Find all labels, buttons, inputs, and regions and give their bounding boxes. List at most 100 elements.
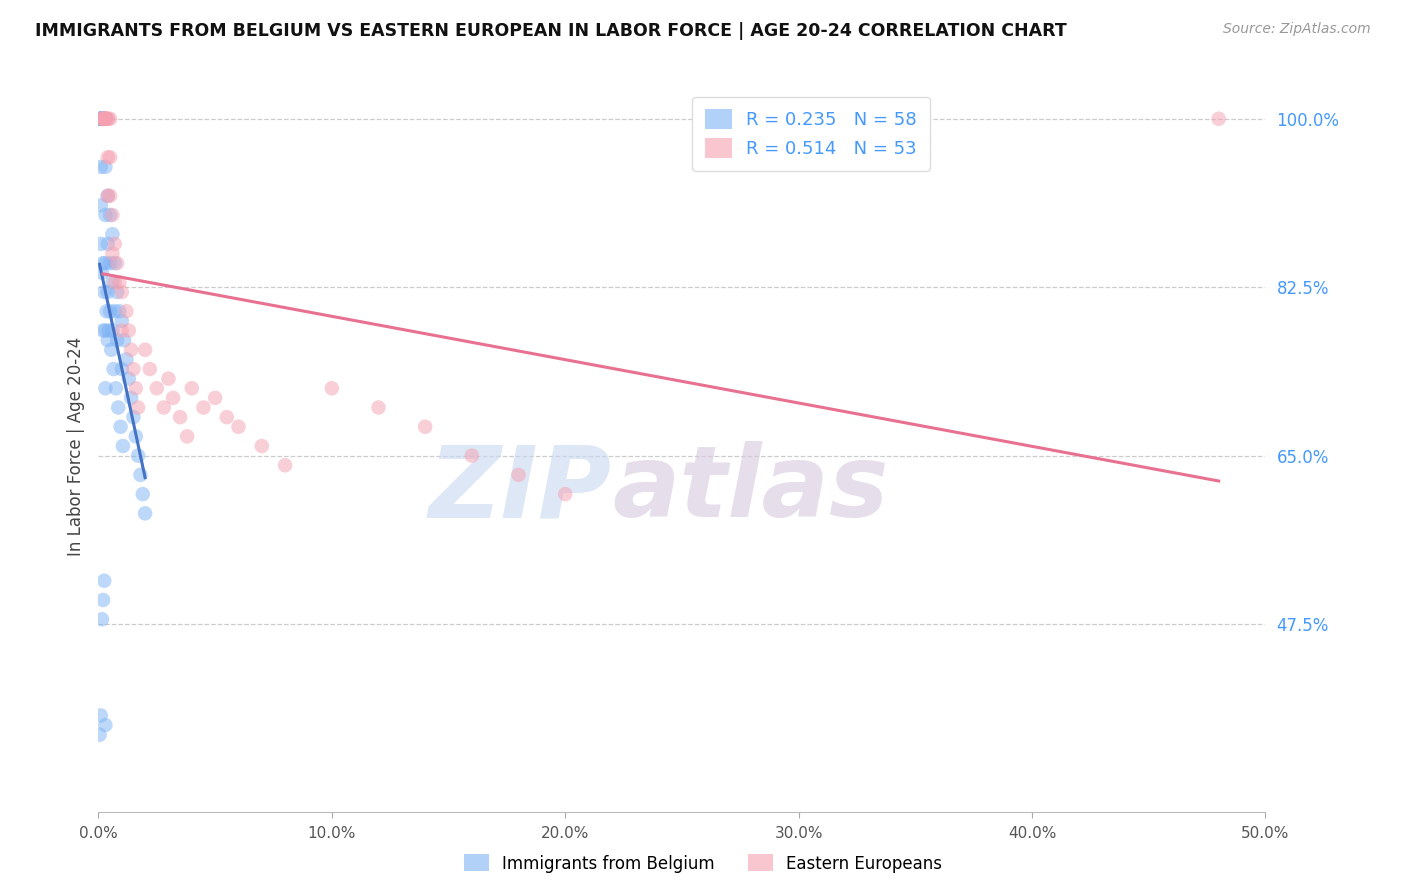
Point [91,112,114,126]
Point [103,362,125,376]
Point [94,112,117,126]
Point [90,708,112,723]
Point [228,419,250,434]
Point [90,612,112,626]
Point [98,188,121,202]
Point [134,343,156,357]
Point [115,304,138,318]
Point [127,449,149,463]
Point [152,401,174,415]
Point [250,439,273,453]
Point [91,256,114,270]
Text: Source: ZipAtlas.com: Source: ZipAtlas.com [1223,22,1371,37]
Point [91,112,114,126]
Point [91,112,114,126]
Point [413,419,436,434]
Point [157,371,180,385]
Point [90,112,112,126]
Point [98,256,121,270]
Point [554,487,576,501]
Point [97,333,120,347]
Point [215,410,238,425]
Point [90,160,112,174]
Point [105,256,128,270]
Point [367,401,389,415]
Point [120,343,142,357]
Point [122,362,145,376]
Point [104,381,127,395]
Point [112,333,135,347]
Point [98,112,121,126]
Point [146,381,169,395]
Point [108,304,131,318]
Point [180,381,202,395]
Point [274,458,297,473]
Point [104,276,127,290]
Point [94,112,117,126]
Point [101,208,124,222]
Point [176,429,198,443]
Point [91,112,114,126]
Point [94,112,117,126]
Point [93,574,115,588]
Point [129,467,152,482]
Point [94,112,117,126]
Text: atlas: atlas [612,442,889,539]
Point [94,112,117,126]
Point [94,112,117,126]
Point [115,352,138,367]
Point [101,324,124,338]
Text: IMMIGRANTS FROM BELGIUM VS EASTERN EUROPEAN IN LABOR FORCE | AGE 20-24 CORRELATI: IMMIGRANTS FROM BELGIUM VS EASTERN EUROP… [35,22,1067,40]
Point [122,410,145,425]
Point [91,324,114,338]
Point [94,324,117,338]
Point [111,362,134,376]
Point [97,112,120,126]
Point [93,285,115,299]
Point [132,487,155,501]
Point [94,160,117,174]
Point [98,304,121,318]
Legend: R = 0.235   N = 58, R = 0.514   N = 53: R = 0.235 N = 58, R = 0.514 N = 53 [692,96,929,170]
Point [100,343,122,357]
Point [97,112,120,126]
Point [90,112,112,126]
Point [94,381,117,395]
Point [107,401,129,415]
Point [120,391,142,405]
Point [90,112,112,126]
Point [204,391,226,405]
Point [94,208,117,222]
Point [98,150,121,164]
Point [193,401,215,415]
Point [108,276,131,290]
Point [91,112,114,126]
Point [101,227,124,242]
Point [104,256,127,270]
Point [97,188,120,202]
Point [162,391,184,405]
Point [118,371,141,385]
Point [104,236,127,251]
Point [127,401,149,415]
Point [1208,112,1230,126]
Point [91,112,114,126]
Point [89,728,111,742]
Point [91,112,114,126]
Point [97,150,120,164]
Point [111,439,134,453]
Point [321,381,343,395]
Point [101,246,124,260]
Point [97,324,120,338]
Point [101,276,124,290]
Point [90,112,112,126]
Point [110,419,132,434]
Point [91,112,114,126]
Point [139,362,162,376]
Point [91,593,114,607]
Point [90,236,112,251]
Point [125,429,148,443]
Point [90,112,112,126]
Point [94,256,117,270]
Point [97,188,120,202]
